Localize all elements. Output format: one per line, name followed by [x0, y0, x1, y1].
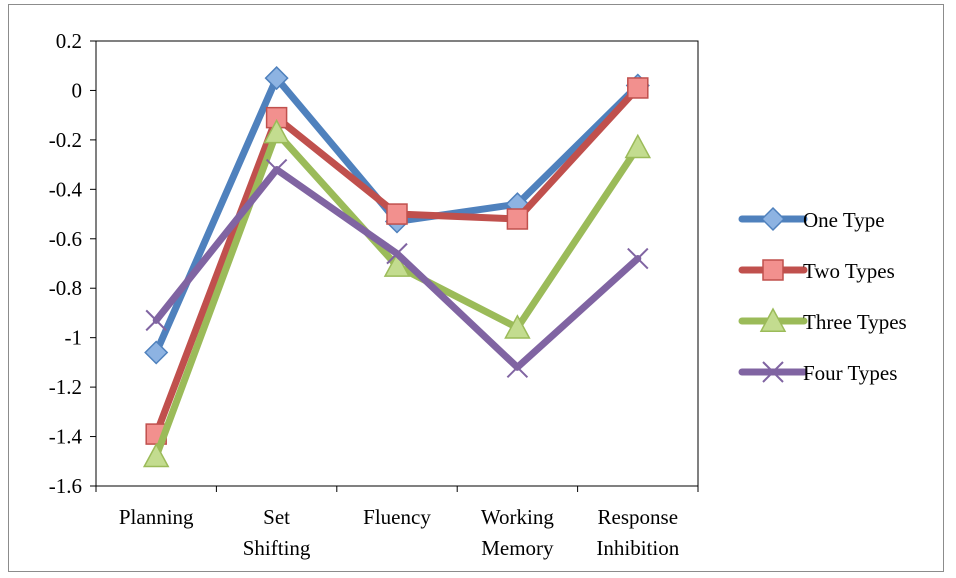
y-tick-label: -0.8	[49, 276, 82, 300]
x-tick-label-line: Planning	[119, 505, 194, 529]
x-tick-label-line: Set	[263, 505, 290, 529]
x-tick-label-line: Shifting	[243, 536, 311, 560]
data-point-two-types	[627, 77, 649, 99]
data-point-three-types	[504, 314, 531, 339]
data-point-four-types	[386, 242, 408, 265]
y-tick-label: 0	[72, 78, 83, 102]
legend-marker-four-types	[762, 361, 784, 383]
x-tick-label: Set Shifting	[243, 505, 311, 560]
data-point-two-types	[386, 203, 408, 225]
data-point-four-types	[265, 158, 288, 181]
data-point-one-type	[144, 340, 169, 365]
data-point-four-types-stroke	[265, 158, 288, 181]
y-axis: 0.2 0 -0.2 -0.4 -0.6 -0.8 -1 -1.2 -1.4 -1.6	[49, 29, 96, 498]
x-tick-label: Working Memory	[481, 505, 554, 560]
chart-frame: 0.2 0 -0.2 -0.4 -0.6 -0.8 -1 -1.2 -1.4 -1.6 Plann…	[8, 4, 944, 572]
line-chart: 0.2 0 -0.2 -0.4 -0.6 -0.8 -1 -1.2 -1.4 -1.6 Plann…	[49, 29, 907, 560]
data-point-three-types	[624, 133, 652, 159]
data-point-four-types-stroke	[506, 356, 529, 379]
data-point-three-types	[142, 442, 170, 468]
legend: One Type Two Types Three Types Four Types	[738, 206, 907, 385]
x-tick-label-line: Memory	[481, 536, 554, 560]
legend-label-two-types: Two Types	[803, 259, 895, 283]
data-point-four-types-stroke	[386, 242, 408, 265]
x-axis: Planning Set Shifting Fluency Working Memory R…	[95, 486, 699, 560]
legend-label-one-type: One Type	[803, 208, 885, 232]
legend-label-three-types: Three Types	[803, 310, 907, 334]
y-tick-label: -0.2	[49, 128, 82, 152]
x-tick-label: Fluency	[363, 505, 431, 529]
x-tick-label-line: Response	[598, 505, 679, 529]
legend-marker-one-type	[760, 206, 786, 232]
legend-marker-two-types	[762, 259, 784, 281]
x-tick-label: Planning	[119, 505, 194, 529]
x-tick-label-line: Fluency	[363, 505, 431, 529]
y-tick-label: -1.6	[49, 474, 82, 498]
data-point-four-types-stroke	[627, 247, 649, 270]
data-point-two-types	[506, 208, 529, 230]
data-point-one-type	[264, 66, 289, 91]
y-tick-label: -1	[65, 326, 83, 350]
series-layer	[142, 66, 652, 468]
y-tick-label: -1.2	[49, 375, 82, 399]
y-tick-label: -0.4	[49, 177, 83, 201]
x-tick-label-line: Working	[481, 505, 554, 529]
y-tick-label: -1.4	[49, 425, 83, 449]
y-tick-label: -0.6	[49, 227, 82, 251]
data-point-four-types	[145, 309, 167, 332]
data-point-four-types	[506, 356, 529, 379]
y-tick-label: 0.2	[56, 29, 82, 53]
data-point-four-types-stroke	[145, 309, 167, 332]
legend-marker-three-types	[759, 307, 787, 332]
x-tick-label-line: Inhibition	[596, 536, 679, 560]
legend-marker-four-types-stroke	[762, 361, 784, 383]
data-point-three-types	[263, 118, 290, 144]
legend-label-four-types: Four Types	[803, 361, 897, 385]
data-point-four-types	[627, 247, 649, 270]
data-point-three-types	[383, 252, 411, 277]
x-tick-label: Response Inhibition	[596, 505, 679, 560]
